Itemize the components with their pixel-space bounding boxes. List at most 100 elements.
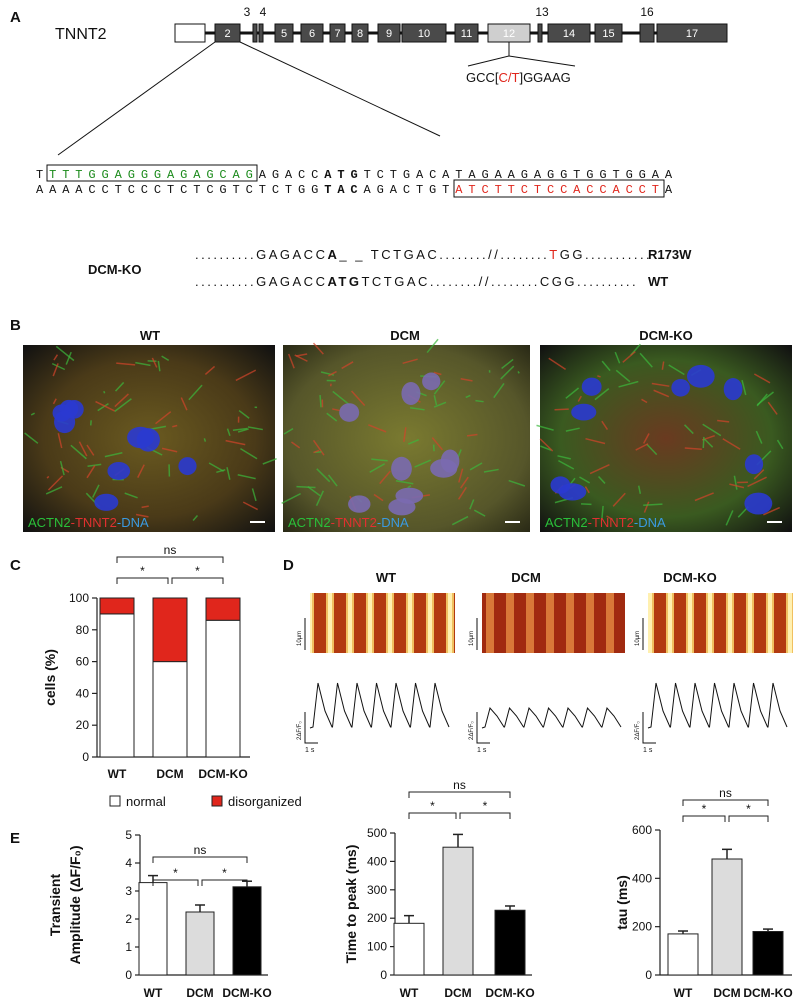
fiber: [371, 458, 388, 462]
significance-bracket: [152, 879, 199, 886]
y-tick-label: 200: [632, 920, 652, 934]
fiber: [585, 437, 606, 445]
y-tick-label: 100: [69, 591, 89, 605]
fiber: [469, 462, 483, 471]
scale-label: 1 s: [643, 747, 653, 754]
fiber: [589, 464, 610, 475]
significance-bracket: [408, 812, 457, 819]
image-title: DCM: [390, 328, 420, 343]
mutation: GCC[C/T]GGAAG: [466, 70, 571, 85]
seq: AGACTGT: [364, 183, 456, 197]
pointer: [508, 55, 576, 67]
kymograph: [648, 593, 793, 653]
fiber: [722, 438, 741, 450]
caption-part: TNNT2: [335, 515, 377, 530]
fiber: [643, 503, 663, 507]
fiber: [251, 488, 257, 502]
seq-start: ATG: [324, 168, 363, 182]
seq: AGACC: [259, 168, 325, 182]
fiber: [52, 363, 59, 377]
fiber: [262, 457, 277, 465]
fiber: [350, 390, 366, 406]
significance-label: *: [140, 564, 145, 578]
y-axis-label: Transient: [47, 874, 63, 937]
caption-part: DNA: [121, 515, 149, 530]
fiber: [226, 428, 231, 436]
seq: GG...........: [560, 247, 652, 262]
fiber: [180, 397, 188, 411]
fiber: [653, 389, 670, 398]
exon: [377, 23, 401, 43]
caption-part: -: [71, 515, 75, 530]
fiber: [103, 390, 106, 394]
bar-segment: [205, 597, 241, 621]
seq-mutation: T: [549, 247, 559, 262]
fiber: [579, 476, 591, 484]
y-tick-label: 20: [76, 718, 90, 732]
caption: ACTN2-TNNT2-DNA: [28, 515, 149, 530]
fiber: [114, 393, 129, 408]
fiber: [540, 445, 552, 451]
allele-label: WT: [648, 274, 668, 289]
y-tick-label: 0: [645, 968, 652, 982]
x-tick-label: DCM-KO: [485, 986, 534, 1000]
scale-bar: [476, 712, 490, 744]
scale-label: 10µm: [469, 631, 475, 646]
panel-label: B: [10, 317, 21, 334]
seq: ........//........CGG..........: [430, 274, 638, 289]
fiber: [124, 492, 138, 499]
alignment-label: DCM-KO: [88, 262, 141, 277]
scale-label: 2ΔF/F₀: [469, 721, 475, 740]
fiber: [45, 486, 63, 495]
significance-bracket: [152, 856, 248, 863]
nucleus: [422, 372, 441, 391]
caption-part: -: [331, 515, 335, 530]
seq: ..........GAGACC: [195, 274, 327, 289]
exon-label: 4: [260, 5, 267, 19]
significance-bracket: [682, 799, 769, 806]
x-tick-label: DCM: [186, 986, 213, 1000]
bar: [494, 909, 526, 976]
exon: [639, 23, 655, 43]
x-tick-label: WT: [108, 767, 127, 781]
y-tick-label: 1: [125, 940, 132, 954]
fiber: [622, 351, 636, 363]
bar-segment: [205, 619, 241, 758]
fiber: [151, 357, 158, 368]
fiber: [594, 388, 610, 401]
fiber: [473, 509, 486, 517]
exon: [174, 23, 206, 43]
fiber: [517, 371, 520, 374]
pointer: [467, 55, 510, 67]
image-title: DCM-KO: [639, 328, 692, 343]
significance-label: *: [746, 802, 751, 816]
exon: [351, 23, 369, 43]
fiber: [702, 436, 705, 449]
fiber: [242, 501, 259, 511]
significance-bracket: [682, 815, 726, 822]
y-tick-label: 600: [632, 823, 652, 837]
fiber: [755, 430, 763, 444]
fiber: [618, 380, 639, 388]
fiber: [554, 408, 569, 411]
fiber: [30, 412, 35, 416]
fiber: [493, 382, 505, 399]
caption-part: TNNT2: [592, 515, 634, 530]
bar: [667, 933, 699, 976]
gene-name: TNNT2: [55, 26, 107, 43]
seq-box: [46, 164, 258, 182]
fiber: [433, 401, 447, 408]
fiber: [296, 485, 316, 489]
sequence-bottom: AAAACCTCCCTCTCGTCTCTGGTACAGACTGTATCTTCTC…: [36, 183, 678, 197]
y-tick-label: 5: [125, 828, 132, 842]
nucleus: [348, 495, 371, 513]
fiber: [328, 370, 337, 377]
legend-label: disorganized: [228, 794, 302, 809]
bar: [393, 922, 425, 976]
caption-part: -: [377, 515, 381, 530]
fiber: [763, 506, 781, 516]
fiber: [395, 479, 414, 485]
y-tick-label: 200: [367, 911, 387, 925]
exon-label: 7: [334, 28, 340, 40]
